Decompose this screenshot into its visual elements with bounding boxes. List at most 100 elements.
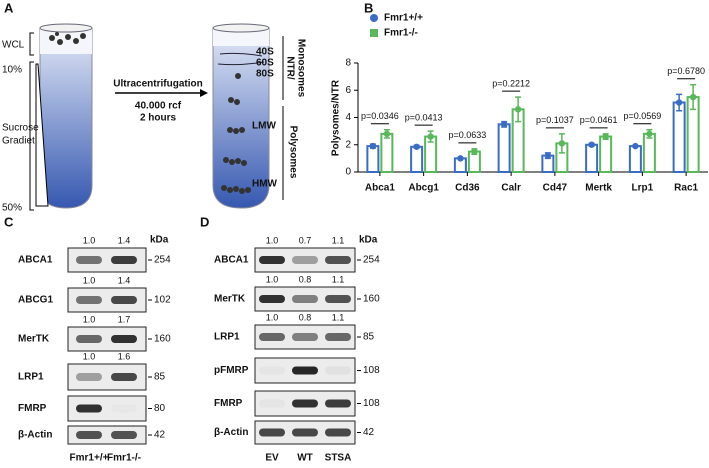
data-point (471, 148, 478, 155)
tube-rim (212, 23, 270, 33)
x-tick-label: Cd47 (543, 183, 568, 194)
band (292, 428, 318, 437)
data-point (514, 106, 522, 113)
label: Polysomes (287, 126, 298, 179)
protein-label: MerTK (18, 334, 50, 345)
band (76, 404, 102, 413)
data-point (602, 133, 609, 140)
ratio-label: 1.1 (332, 312, 345, 322)
size-label: 160 (154, 334, 171, 345)
band (111, 256, 137, 264)
data-point (689, 93, 697, 101)
ratio-label: 0.8 (299, 274, 312, 284)
label: 50% (2, 203, 22, 214)
ratio-label: 1.1 (332, 274, 345, 284)
protein-label: LRP1 (18, 372, 44, 383)
label: LMW (252, 121, 276, 132)
data-point (646, 130, 653, 138)
protein-label: ABCA1 (18, 255, 53, 266)
label: 40S (256, 47, 274, 58)
y-tick-label: 2 (345, 139, 351, 150)
size-label: 85 (363, 332, 375, 343)
protein-label: FMRP (18, 403, 47, 414)
band (111, 296, 137, 304)
polysome-particles (221, 73, 251, 194)
y-tick-label: 8 (345, 58, 351, 69)
bar (642, 132, 656, 174)
blot-frame (67, 425, 147, 445)
p-value: p=0.0413 (405, 113, 443, 123)
data-point (500, 121, 508, 128)
label: 40.000 rcf (135, 101, 182, 112)
label: 2 hours (140, 113, 177, 124)
x-tick-label: Abcg1 (408, 183, 439, 194)
data-point (369, 142, 377, 150)
protein-label: β-Actin (18, 430, 52, 441)
size-label: 42 (363, 427, 375, 438)
size-label: 85 (154, 372, 166, 383)
band (292, 295, 318, 303)
tube (39, 27, 93, 209)
ratio-label: 1.6 (118, 351, 131, 361)
protein-label: β-Actin (214, 427, 248, 438)
label: HMW (252, 179, 278, 190)
panel-label: D (200, 214, 209, 229)
lane-label: Fmr1+/+ (70, 453, 109, 464)
p-value: p=0.0569 (623, 111, 661, 121)
lane-label: EV (265, 453, 279, 464)
p-value: p=0.6780 (667, 66, 705, 76)
ratio-label: 1.7 (118, 314, 131, 324)
data-point (457, 155, 464, 162)
bracket (29, 61, 34, 211)
bar (366, 145, 380, 174)
arrowhead (200, 89, 208, 97)
ratio-label: 1.0 (266, 274, 279, 284)
x-tick-label: Cd36 (455, 183, 480, 194)
label: Gradiet (2, 136, 35, 147)
ratio-label: 1.0 (83, 275, 96, 285)
size-label: 80 (154, 403, 166, 414)
ratio-label: 1.0 (266, 312, 279, 322)
label: WCL (2, 40, 25, 51)
bar (672, 101, 686, 173)
band (259, 333, 285, 341)
ratio-label: 1.0 (83, 351, 96, 361)
label: Sucrose (2, 123, 39, 134)
band (325, 399, 351, 408)
y-axis-label: Polysomes/NTR (331, 79, 342, 156)
data-point (675, 99, 683, 106)
legend-marker (370, 14, 378, 22)
lane-label: STSA (325, 453, 352, 464)
x-tick-label: Lrp1 (632, 183, 654, 194)
band (292, 256, 318, 264)
ratio-label: 0.8 (299, 312, 312, 322)
data-point (383, 130, 391, 138)
band (76, 335, 102, 343)
band (325, 256, 351, 264)
p-value: p=0.0346 (361, 111, 399, 121)
band (76, 256, 102, 264)
gradient-wedge (35, 63, 49, 207)
kda-label: kDa (150, 235, 169, 246)
label: Monosomes (295, 39, 306, 98)
band (76, 373, 102, 381)
p-value: p=0.0633 (448, 130, 486, 140)
band (259, 295, 285, 303)
x-tick-label: Calr (501, 183, 521, 194)
lane-label: WT (297, 453, 313, 464)
tube-top (213, 28, 269, 46)
size-label: 102 (154, 295, 171, 306)
ratio-label: 1.0 (83, 235, 96, 245)
data-point (632, 142, 639, 150)
legend-label: Fmr1-/- (384, 28, 418, 39)
lane-label: Fmr1-/- (107, 453, 141, 464)
protein-label: ABCG1 (18, 295, 53, 306)
western-blot: kDa ABCA1 1.0 1.4 254 ABCG1 1.0 1.4 102 MerTK 1.0 1… (18, 235, 171, 464)
size-label: 42 (154, 430, 166, 441)
ratio-label: 1.4 (118, 235, 131, 245)
bar (628, 145, 642, 174)
band (111, 335, 137, 343)
label: NTR/ (284, 56, 295, 80)
band (111, 373, 137, 381)
